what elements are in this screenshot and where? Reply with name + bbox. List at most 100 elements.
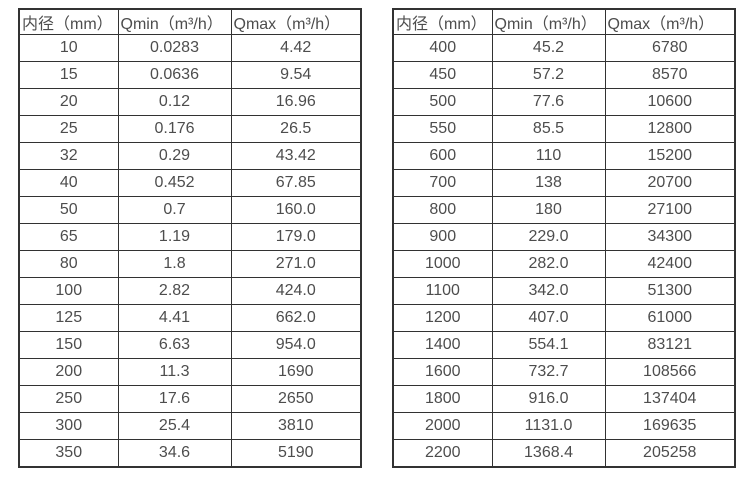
table-cell: 34.6 — [117, 439, 232, 468]
table-header-row: 内径（mm） Qmin（m³/h） Qmax（m³/h） — [392, 8, 736, 35]
table-cell: 50 — [18, 196, 119, 224]
table-row: 900 229.0 34300 — [392, 223, 736, 251]
table-row: 2200 1368.4 205258 — [392, 439, 736, 468]
table-row: 2000 1131.0 169635 — [392, 412, 736, 440]
table-cell: 108566 — [604, 358, 736, 386]
table-cell: 25 — [18, 115, 119, 143]
table-row: 25 0.176 26.5 — [18, 115, 362, 143]
table-cell: 205258 — [604, 439, 736, 468]
table-cell: 6780 — [604, 34, 736, 62]
table-row: 100 2.82 424.0 — [18, 277, 362, 305]
table-header-row: 内径（mm） Qmin（m³/h） Qmax（m³/h） — [18, 8, 362, 35]
table-cell: 554.1 — [491, 331, 606, 359]
table-row: 15 0.0636 9.54 — [18, 61, 362, 89]
flow-spec-table-small-diameters: 内径（mm） Qmin（m³/h） Qmax（m³/h） 10 0.0283 4.4… — [18, 8, 362, 468]
table-row: 40 0.452 67.85 — [18, 169, 362, 197]
table-cell: 916.0 — [491, 385, 606, 413]
table-cell: 57.2 — [491, 61, 606, 89]
table-row: 65 1.19 179.0 — [18, 223, 362, 251]
table-row: 1200 407.0 61000 — [392, 304, 736, 332]
table-cell: 2.82 — [117, 277, 232, 305]
table-cell: 450 — [392, 61, 493, 89]
table-cell: 15 — [18, 61, 119, 89]
table-row: 20 0.12 16.96 — [18, 88, 362, 116]
table-cell: 500 — [392, 88, 493, 116]
table-cell: 800 — [392, 196, 493, 224]
table-cell: 65 — [18, 223, 119, 251]
table-cell: 2200 — [392, 439, 493, 468]
table-cell: 11.3 — [117, 358, 232, 386]
table-body: 400 45.2 6780 450 57.2 8570 500 77.6 10600 550 85.… — [392, 34, 736, 468]
column-header-inner-diameter: 内径（mm） — [392, 8, 493, 35]
table-cell: 732.7 — [491, 358, 606, 386]
table-row: 125 4.41 662.0 — [18, 304, 362, 332]
table-row: 600 110 15200 — [392, 142, 736, 170]
table-row: 32 0.29 43.42 — [18, 142, 362, 170]
table-cell: 9.54 — [230, 61, 362, 89]
table-cell: 0.0283 — [117, 34, 232, 62]
table-cell: 1800 — [392, 385, 493, 413]
table-cell: 271.0 — [230, 250, 362, 278]
table-cell: 67.85 — [230, 169, 362, 197]
table-row: 1000 282.0 42400 — [392, 250, 736, 278]
table-cell: 42400 — [604, 250, 736, 278]
table-cell: 169635 — [604, 412, 736, 440]
table-cell: 400 — [392, 34, 493, 62]
column-header-qmin: Qmin（m³/h） — [117, 8, 232, 35]
table-row: 150 6.63 954.0 — [18, 331, 362, 359]
table-row: 80 1.8 271.0 — [18, 250, 362, 278]
table-row: 1600 732.7 108566 — [392, 358, 736, 386]
table-cell: 12800 — [604, 115, 736, 143]
table-cell: 200 — [18, 358, 119, 386]
table-cell: 407.0 — [491, 304, 606, 332]
table-cell: 229.0 — [491, 223, 606, 251]
table-cell: 0.29 — [117, 142, 232, 170]
table-cell: 8570 — [604, 61, 736, 89]
table-cell: 0.0636 — [117, 61, 232, 89]
table-cell: 1200 — [392, 304, 493, 332]
table-cell: 0.452 — [117, 169, 232, 197]
table-cell: 17.6 — [117, 385, 232, 413]
table-row: 1100 342.0 51300 — [392, 277, 736, 305]
table-cell: 77.6 — [491, 88, 606, 116]
table-cell: 424.0 — [230, 277, 362, 305]
table-cell: 15200 — [604, 142, 736, 170]
table-row: 700 138 20700 — [392, 169, 736, 197]
column-header-qmin: Qmin（m³/h） — [491, 8, 606, 35]
table-cell: 4.42 — [230, 34, 362, 62]
table-row: 350 34.6 5190 — [18, 439, 362, 468]
table-row: 1800 916.0 137404 — [392, 385, 736, 413]
column-header-inner-diameter: 内径（mm） — [18, 8, 119, 35]
table-body: 10 0.0283 4.42 15 0.0636 9.54 20 0.12 16.96 25 0.1… — [18, 34, 362, 468]
table-cell: 700 — [392, 169, 493, 197]
table-row: 50 0.7 160.0 — [18, 196, 362, 224]
table-cell: 0.12 — [117, 88, 232, 116]
table-cell: 2650 — [230, 385, 362, 413]
table-cell: 342.0 — [491, 277, 606, 305]
table-cell: 25.4 — [117, 412, 232, 440]
table-cell: 32 — [18, 142, 119, 170]
table-row: 300 25.4 3810 — [18, 412, 362, 440]
table-row: 500 77.6 10600 — [392, 88, 736, 116]
column-header-qmax: Qmax（m³/h） — [604, 8, 736, 35]
table-cell: 110 — [491, 142, 606, 170]
table-cell: 137404 — [604, 385, 736, 413]
table-row: 200 11.3 1690 — [18, 358, 362, 386]
table-cell: 100 — [18, 277, 119, 305]
table-cell: 27100 — [604, 196, 736, 224]
table-cell: 300 — [18, 412, 119, 440]
table-cell: 85.5 — [491, 115, 606, 143]
table-cell: 662.0 — [230, 304, 362, 332]
table-cell: 6.63 — [117, 331, 232, 359]
table-cell: 1000 — [392, 250, 493, 278]
table-cell: 1.8 — [117, 250, 232, 278]
table-cell: 1131.0 — [491, 412, 606, 440]
table-cell: 180 — [491, 196, 606, 224]
table-row: 10 0.0283 4.42 — [18, 34, 362, 62]
table-row: 450 57.2 8570 — [392, 61, 736, 89]
table-cell: 34300 — [604, 223, 736, 251]
table-cell: 10 — [18, 34, 119, 62]
table-cell: 250 — [18, 385, 119, 413]
table-cell: 20700 — [604, 169, 736, 197]
